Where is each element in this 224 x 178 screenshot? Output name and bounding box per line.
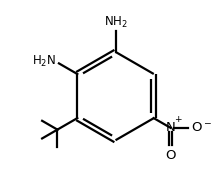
Text: +: + bbox=[174, 115, 182, 124]
Text: N: N bbox=[166, 121, 175, 134]
Text: H$_2$N: H$_2$N bbox=[32, 54, 56, 69]
Text: NH$_2$: NH$_2$ bbox=[104, 15, 127, 30]
Text: O: O bbox=[165, 149, 176, 162]
Text: O$^-$: O$^-$ bbox=[192, 121, 213, 134]
